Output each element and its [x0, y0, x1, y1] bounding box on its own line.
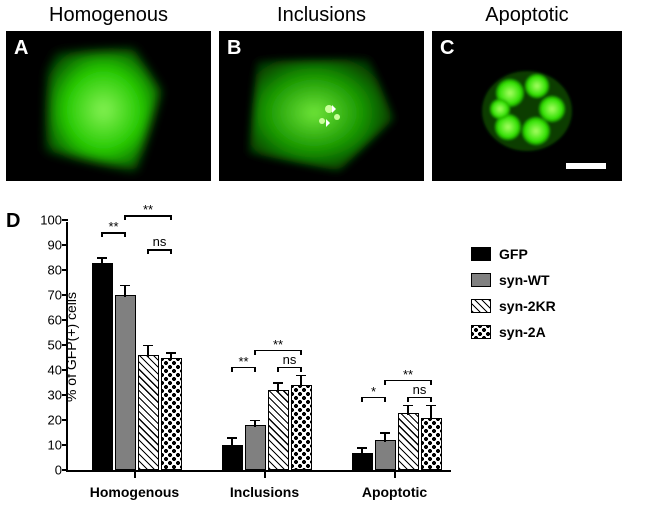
bar	[398, 413, 419, 471]
significance-label: ns	[413, 382, 427, 397]
legend-item: syn-WT	[471, 272, 556, 288]
bar	[291, 385, 312, 470]
legend-swatch	[471, 325, 491, 339]
significance-label: **	[108, 219, 118, 234]
x-group-label: Homogenous	[90, 484, 179, 500]
x-group-label: Apoptotic	[362, 484, 427, 500]
plot-area: 0102030405060708090100****ns****ns***ns	[66, 222, 451, 472]
chart-letter: D	[6, 210, 20, 233]
significance-label: **	[403, 367, 413, 382]
significance-label: ns	[153, 234, 167, 249]
bar-chart: D0102030405060708090100****ns****ns***ns…	[6, 210, 644, 522]
panel-letter-a: A	[14, 37, 28, 60]
panel-a: Homogenous A	[6, 4, 211, 181]
scalebar	[566, 163, 606, 169]
panel-image-c: C	[432, 31, 622, 181]
significance-label: *	[371, 384, 376, 399]
panel-title-c: Apoptotic	[485, 4, 568, 27]
panel-b: Inclusions	[219, 4, 424, 181]
bar	[138, 355, 159, 470]
legend-label: GFP	[499, 246, 528, 262]
figure: Homogenous A	[0, 0, 650, 527]
y-axis-label: % of GFP(+) cells	[63, 292, 79, 402]
bar	[222, 445, 243, 470]
legend-swatch	[471, 273, 491, 287]
panel-letter-c: C	[440, 37, 454, 60]
bar	[115, 295, 136, 470]
panel-title-a: Homogenous	[49, 4, 168, 27]
panel-image-a: A	[6, 31, 211, 181]
legend-swatch	[471, 247, 491, 261]
panels-row: Homogenous A	[0, 4, 650, 181]
legend-label: syn-2A	[499, 324, 546, 340]
panel-c: Apoptotic	[432, 4, 622, 181]
panel-letter-b: B	[227, 37, 241, 60]
legend-swatch	[471, 299, 491, 313]
x-group-label: Inclusions	[230, 484, 299, 500]
significance-label: **	[238, 354, 248, 369]
legend-label: syn-2KR	[499, 298, 556, 314]
significance-label: **	[143, 202, 153, 217]
bar	[245, 425, 266, 470]
legend-item: GFP	[471, 246, 556, 262]
legend-item: syn-2A	[471, 324, 556, 340]
bar	[375, 440, 396, 470]
panel-image-b: B	[219, 31, 424, 181]
significance-label: ns	[283, 352, 297, 367]
legend-label: syn-WT	[499, 272, 550, 288]
bar	[161, 358, 182, 471]
bar	[421, 418, 442, 471]
panel-title-b: Inclusions	[277, 4, 366, 27]
legend: GFP syn-WT syn-2KR syn-2A	[471, 246, 556, 350]
legend-item: syn-2KR	[471, 298, 556, 314]
bar	[268, 390, 289, 470]
significance-label: **	[273, 337, 283, 352]
bar	[352, 453, 373, 471]
bar	[92, 263, 113, 471]
